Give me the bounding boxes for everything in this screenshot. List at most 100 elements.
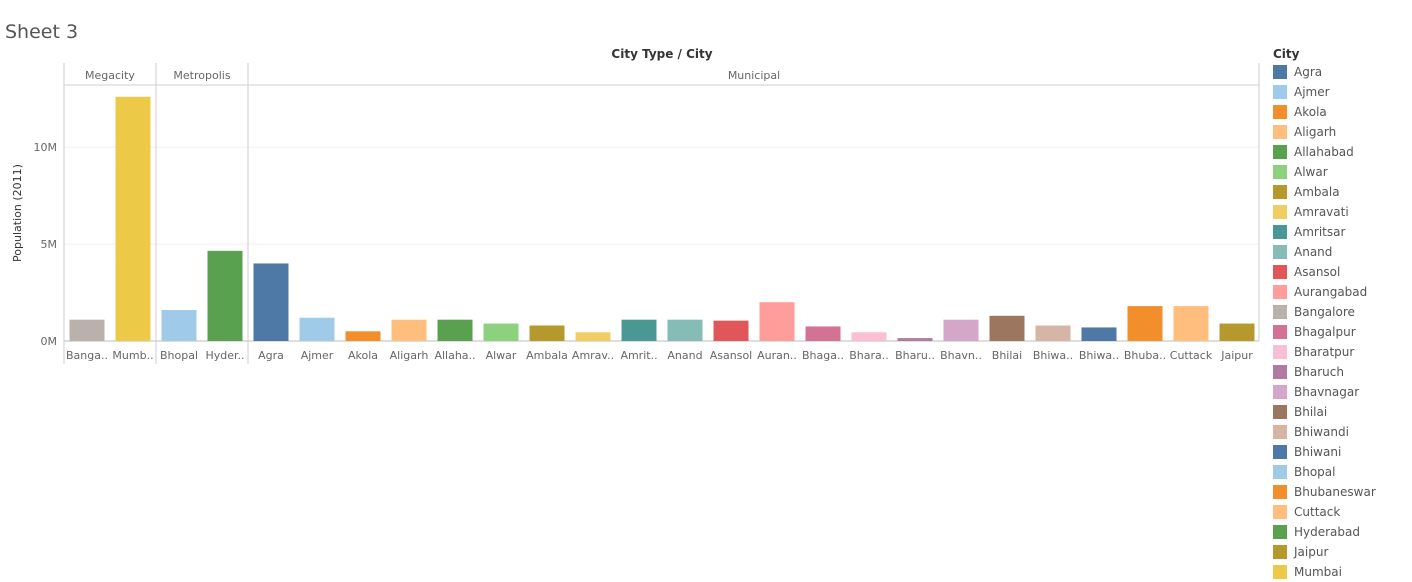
chart-frame [63,63,1260,364]
legend-item[interactable]: Bhiwandi [1273,422,1408,442]
legend-swatch [1273,205,1287,219]
x-tick-label: Hyder.. [205,349,244,362]
legend-item[interactable]: Bhiwani [1273,442,1408,462]
group-headers: Megacity Metropolis Municipal [85,69,780,82]
bar[interactable] [299,317,335,341]
x-tick-label: Bhiwa.. [1079,349,1119,362]
x-tick-label: Cuttack [1170,349,1213,362]
bar[interactable] [667,319,703,341]
chart-header: City Type / City [611,47,712,61]
legend-label: Bhiwani [1294,445,1342,459]
legend-swatch [1273,365,1287,379]
legend-item[interactable]: Cuttack [1273,502,1408,522]
legend-swatch [1273,245,1287,259]
legend-swatch [1273,225,1287,239]
bar[interactable] [529,325,565,341]
legend-item[interactable]: Agra [1273,62,1408,82]
legend-label: Bharatpur [1294,345,1355,359]
bar[interactable] [1081,327,1117,341]
legend-label: Aurangabad [1294,285,1368,299]
bar[interactable] [207,250,243,341]
bars [69,96,1255,341]
bar[interactable] [253,263,289,341]
legend-item[interactable]: Bhilai [1273,402,1408,422]
legend-item[interactable]: Akola [1273,102,1408,122]
bar[interactable] [897,338,933,341]
legend-item[interactable]: Allahabad [1273,142,1408,162]
x-tick-label: Allaha.. [434,349,475,362]
bar[interactable] [483,323,519,341]
legend-label: Bhubaneswar [1294,485,1376,499]
bar[interactable] [115,96,151,341]
bar[interactable] [69,319,105,341]
legend-item[interactable]: Aurangabad [1273,282,1408,302]
legend-list: Agra Ajmer Akola Aligarh Allahabad Alwar Ambal… [1273,62,1408,582]
bar[interactable] [621,319,657,341]
x-tick-label: Anand [667,349,702,362]
legend-swatch [1273,145,1287,159]
legend-item[interactable]: Alwar [1273,162,1408,182]
legend-swatch [1273,545,1287,559]
legend-item[interactable]: Mumbai [1273,562,1408,582]
legend-label: Bhagalpur [1294,325,1356,339]
bar[interactable] [345,331,381,341]
y-axis-title: Population (2011) [11,164,24,262]
legend-item[interactable]: Hyderabad [1273,522,1408,542]
legend-label: Ambala [1294,185,1340,199]
x-tick-label: Bhaga.. [802,349,844,362]
bar[interactable] [1219,323,1255,341]
legend-item[interactable]: Bhopal [1273,462,1408,482]
y-tick-label: 0M [41,335,58,348]
x-tick-label: Mumb.. [112,349,153,362]
x-tick-label: Banga.. [66,349,108,362]
bar[interactable] [161,309,197,341]
legend-swatch [1273,405,1287,419]
bar[interactable] [851,332,887,341]
x-tick-label: Alwar [486,349,517,362]
legend-swatch [1273,485,1287,499]
legend-swatch [1273,65,1287,79]
legend-label: Amravati [1294,205,1349,219]
legend-item[interactable]: Bhavnagar [1273,382,1408,402]
legend-label: Anand [1294,245,1333,259]
bar[interactable] [437,319,473,341]
x-tick-label: Bhopal [160,349,198,362]
legend-item[interactable]: Bhubaneswar [1273,482,1408,502]
bar[interactable] [1127,306,1163,341]
x-tick-label: Ajmer [301,349,334,362]
legend-item[interactable]: Ambala [1273,182,1408,202]
legend-swatch [1273,385,1287,399]
legend-item[interactable]: Aligarh [1273,122,1408,142]
group-header-label: Municipal [728,69,780,82]
y-axis: 0M 5M 10M [34,141,58,348]
x-tick-label: Ambala [526,349,568,362]
bar[interactable] [805,326,841,341]
legend-item[interactable]: Bharuch [1273,362,1408,382]
x-tick-label: Bharu.. [895,349,935,362]
bar[interactable] [1173,306,1209,341]
legend-swatch [1273,525,1287,539]
legend-item[interactable]: Jaipur [1273,542,1408,562]
x-tick-label: Agra [258,349,284,362]
legend-item[interactable]: Bharatpur [1273,342,1408,362]
legend-item[interactable]: Bhagalpur [1273,322,1408,342]
bar[interactable] [713,320,749,341]
legend-item[interactable]: Asansol [1273,262,1408,282]
legend-item[interactable]: Anand [1273,242,1408,262]
bar-chart: City Type / City Population (2011) Megac… [11,47,1260,364]
legend-item[interactable]: Bangalore [1273,302,1408,322]
legend: City Agra Ajmer Akola Aligarh Allahabad Alwar… [1273,46,1408,582]
bar[interactable] [759,302,795,341]
legend-item[interactable]: Ajmer [1273,82,1408,102]
bar[interactable] [989,315,1025,341]
bar[interactable] [391,319,427,341]
legend-label: Hyderabad [1294,525,1360,539]
legend-item[interactable]: Amravati [1273,202,1408,222]
bar[interactable] [1035,325,1071,341]
bar[interactable] [575,332,611,341]
legend-label: Amritsar [1294,225,1346,239]
legend-item[interactable]: Amritsar [1273,222,1408,242]
x-tick-label: Amrit.. [620,349,657,362]
bar[interactable] [943,319,979,341]
group-header-label: Megacity [85,69,135,82]
